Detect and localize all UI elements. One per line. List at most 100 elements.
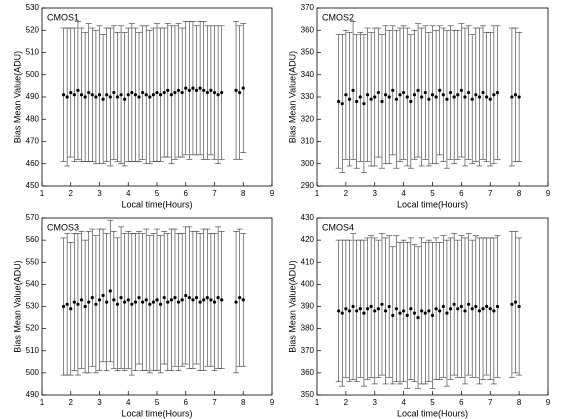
point — [83, 304, 87, 309]
point — [423, 311, 427, 315]
point — [495, 90, 500, 95]
x-tick-label: 2 — [344, 398, 349, 407]
panel-title: CMOS4 — [322, 222, 354, 232]
point — [194, 88, 199, 92]
point — [169, 298, 173, 302]
point — [355, 309, 359, 313]
point — [492, 93, 496, 97]
x-tick-label: 5 — [155, 398, 160, 407]
y-tick-label: 300 — [301, 159, 315, 168]
point — [176, 300, 181, 304]
point — [97, 93, 102, 97]
point — [452, 302, 456, 306]
point — [184, 293, 188, 298]
x-tick-label: 6 — [184, 189, 189, 198]
point — [212, 300, 217, 304]
point — [144, 93, 148, 97]
point — [76, 88, 80, 92]
point — [485, 95, 489, 99]
y-tick-label: 490 — [26, 92, 40, 101]
point — [376, 90, 380, 95]
y-tick-label: 520 — [26, 324, 40, 333]
point — [416, 88, 420, 92]
point — [427, 309, 431, 313]
point — [513, 300, 518, 304]
x-tick-label: 3 — [373, 189, 378, 198]
point — [466, 302, 471, 306]
point — [495, 304, 500, 309]
point — [166, 300, 170, 304]
point — [466, 90, 471, 95]
point — [398, 93, 402, 97]
point — [474, 93, 478, 97]
x-tick-label: 9 — [546, 189, 551, 198]
point — [126, 93, 130, 97]
point — [238, 90, 242, 95]
point — [155, 298, 159, 302]
point — [115, 302, 120, 306]
point — [65, 95, 69, 99]
point — [477, 95, 482, 99]
point — [130, 90, 134, 95]
point — [212, 90, 217, 95]
point — [409, 307, 413, 311]
point — [344, 93, 348, 97]
point — [416, 315, 420, 320]
point — [72, 93, 76, 97]
point — [97, 298, 102, 302]
x-tick-label: 8 — [241, 189, 246, 198]
y-tick-label: 540 — [26, 279, 40, 288]
y-tick-label: 410 — [301, 257, 315, 266]
point — [470, 97, 474, 101]
point — [351, 304, 355, 309]
point — [94, 302, 98, 306]
point — [420, 309, 424, 313]
point — [137, 296, 141, 300]
point — [510, 95, 514, 99]
point — [423, 90, 427, 95]
y-tick-label: 340 — [301, 70, 315, 79]
point — [463, 95, 467, 99]
x-tick-label: 4 — [401, 398, 406, 407]
y-tick-label: 400 — [301, 279, 315, 288]
point — [148, 95, 152, 99]
point — [373, 95, 377, 99]
point — [65, 302, 69, 306]
point — [169, 93, 173, 97]
y-tick-label: 570 — [26, 213, 40, 222]
point — [380, 302, 384, 306]
point — [340, 311, 344, 315]
point — [187, 88, 191, 92]
point — [459, 304, 463, 309]
point — [517, 304, 521, 309]
x-tick-label: 1 — [40, 189, 45, 198]
y-tick-label: 520 — [26, 25, 40, 34]
point — [108, 95, 112, 99]
point — [61, 304, 66, 309]
x-tick-label: 7 — [488, 398, 493, 407]
point — [141, 300, 145, 304]
x-axis-label: Local time(Hours) — [121, 199, 192, 209]
point — [459, 88, 463, 92]
point — [158, 302, 163, 306]
point — [83, 95, 87, 99]
point — [337, 99, 341, 104]
point — [87, 90, 91, 95]
point — [202, 88, 206, 92]
x-tick-label: 4 — [401, 189, 406, 198]
x-tick-label: 4 — [126, 189, 131, 198]
y-tick-label: 460 — [26, 159, 40, 168]
point — [191, 86, 195, 90]
point — [209, 88, 213, 92]
point — [209, 298, 213, 302]
point — [387, 95, 391, 99]
point — [234, 88, 238, 92]
point — [358, 95, 362, 99]
point — [434, 307, 438, 311]
point — [205, 90, 209, 95]
x-tick-label: 3 — [97, 398, 102, 407]
point — [344, 307, 348, 311]
point — [151, 93, 156, 97]
x-tick-label: 7 — [488, 189, 493, 198]
